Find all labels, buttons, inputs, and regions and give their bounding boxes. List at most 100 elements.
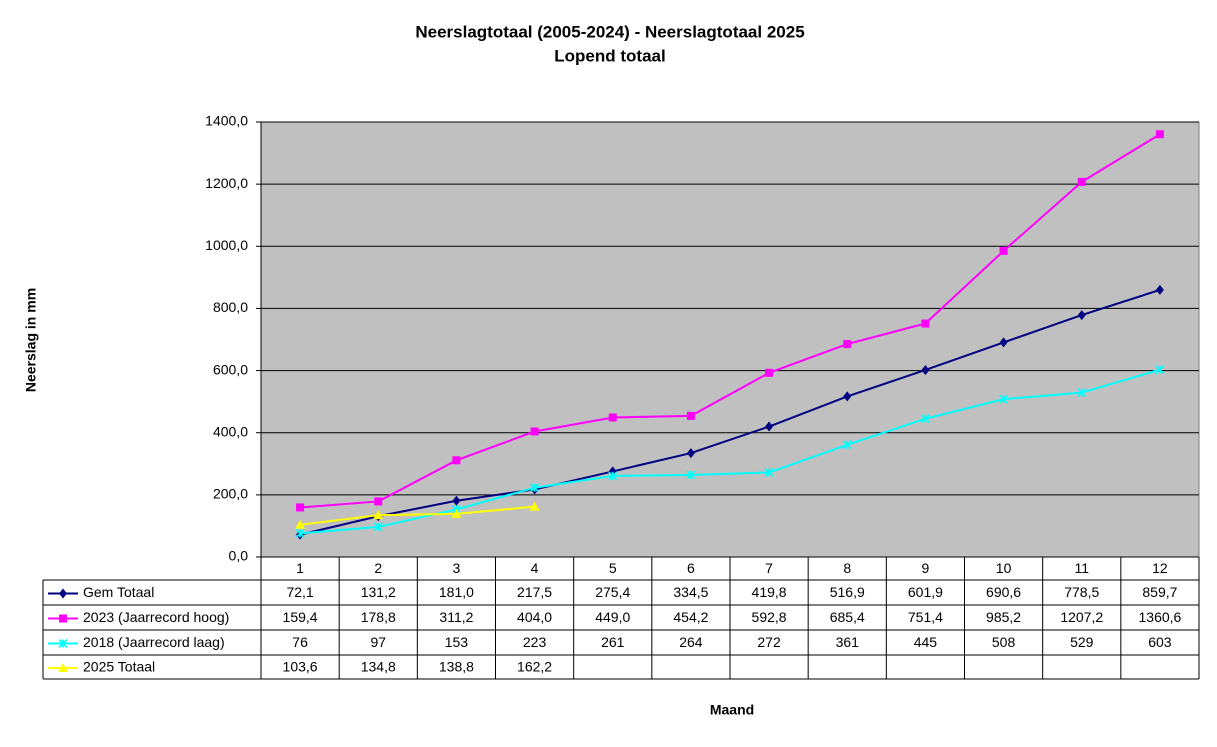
data-point [1155,284,1164,295]
data-point [530,483,540,493]
x-tick-label: 9 [922,560,930,576]
table-cell: 1207,2 [1060,609,1103,625]
table-cell: 76 [292,634,308,650]
table-cell: 419,8 [752,584,787,600]
table-cell: 445 [914,634,938,650]
y-tick-label: 1000,0 [205,237,248,253]
table-cell: 334,5 [673,584,708,600]
data-point [686,470,696,480]
x-tick-label: 2 [374,560,382,576]
data-point [1155,130,1164,139]
x-tick-label: 6 [687,560,695,576]
x-tick-label: 1 [296,560,304,576]
data-point [608,413,617,422]
data-point [295,528,305,538]
y-tick-label: 1200,0 [205,175,248,191]
table-cell: 603 [1148,634,1172,650]
table-cell: 685,4 [830,609,865,625]
x-tick-label: 12 [1152,560,1168,576]
data-point [686,448,695,459]
table-cell: 159,4 [283,609,318,625]
y-tick-label: 1400,0 [205,113,248,129]
legend-marker [58,663,68,672]
x-tick-label: 4 [531,560,539,576]
y-tick-label: 0,0 [229,548,249,564]
table-cell: 311,2 [439,609,473,625]
series-line [299,288,1161,536]
table-cell: 778,5 [1064,584,1099,600]
table-cell: 1360,6 [1139,609,1182,625]
table-cell: 272 [757,634,781,650]
series-line [299,368,1161,535]
data-point [373,510,384,520]
table-cell: 516,9 [830,584,865,600]
x-tick-label: 10 [996,560,1012,576]
chart-subtitle: Lopend totaal [554,46,665,65]
data-point [373,522,383,532]
data-point [1155,365,1165,375]
data-point [529,501,540,511]
table-cell: 223 [523,634,547,650]
data-point [843,391,852,402]
table-cell: 217,5 [517,584,552,600]
table-cell: 264 [679,634,703,650]
data-point [999,246,1008,255]
table-cell: 181,0 [439,584,474,600]
table-cell: 601,9 [908,584,943,600]
y-axis-label: Neerslag in mm [23,288,39,392]
table-cell: 529 [1070,634,1094,650]
y-tick-label: 600,0 [213,361,248,377]
data-point [765,368,774,377]
data-point [999,337,1008,348]
legend-label: 2025 Totaal [83,659,155,675]
data-point [1077,177,1086,186]
table-cell: 275,4 [595,584,630,600]
data-point [452,456,461,465]
data-point [842,440,852,450]
legend-label: 2023 (Jaarrecord hoog) [83,609,229,625]
data-point [921,319,930,328]
table-cell: 985,2 [986,609,1021,625]
x-axis-label: Maand [710,702,754,718]
table-cell: 454,2 [673,609,708,625]
table-cell: 138,8 [439,659,474,675]
x-tick-label: 8 [843,560,851,576]
data-point [686,411,695,420]
data-point [843,340,852,349]
table-cell: 97 [370,634,386,650]
series-line [299,505,535,526]
table-cell: 162,2 [517,659,552,675]
y-tick-label: 400,0 [213,423,248,439]
table-cell: 592,8 [752,609,787,625]
legend-marker [59,588,67,599]
table-cell: 449,0 [595,609,630,625]
x-tick-label: 3 [453,560,461,576]
chart-title: Neerslagtotaal (2005-2024) - Neerslagtot… [415,22,804,41]
legend-marker [59,614,67,623]
table-cell: 153 [445,634,469,650]
table-cell: 178,8 [361,609,396,625]
data-point [999,394,1009,404]
data-point [608,471,618,481]
data-point [1077,310,1086,321]
legend-marker [58,638,68,649]
table-cell: 859,7 [1142,584,1177,600]
table-cell: 103,6 [283,659,318,675]
data-point [530,427,539,436]
data-point [295,519,306,529]
data-point [296,503,305,512]
data-point [374,497,383,506]
y-tick-label: 800,0 [213,299,248,315]
plot-area [260,121,1200,558]
series-line [300,133,1161,509]
y-tick-label: 200,0 [213,486,248,502]
data-point [764,467,774,478]
table-cell: 361 [836,634,860,650]
table-cell: 134,8 [361,659,396,675]
table-cell: 72,1 [286,584,313,600]
legend-label: Gem Totaal [83,584,154,600]
data-point [921,364,930,375]
data-point [1077,388,1087,398]
data-point [451,508,462,518]
